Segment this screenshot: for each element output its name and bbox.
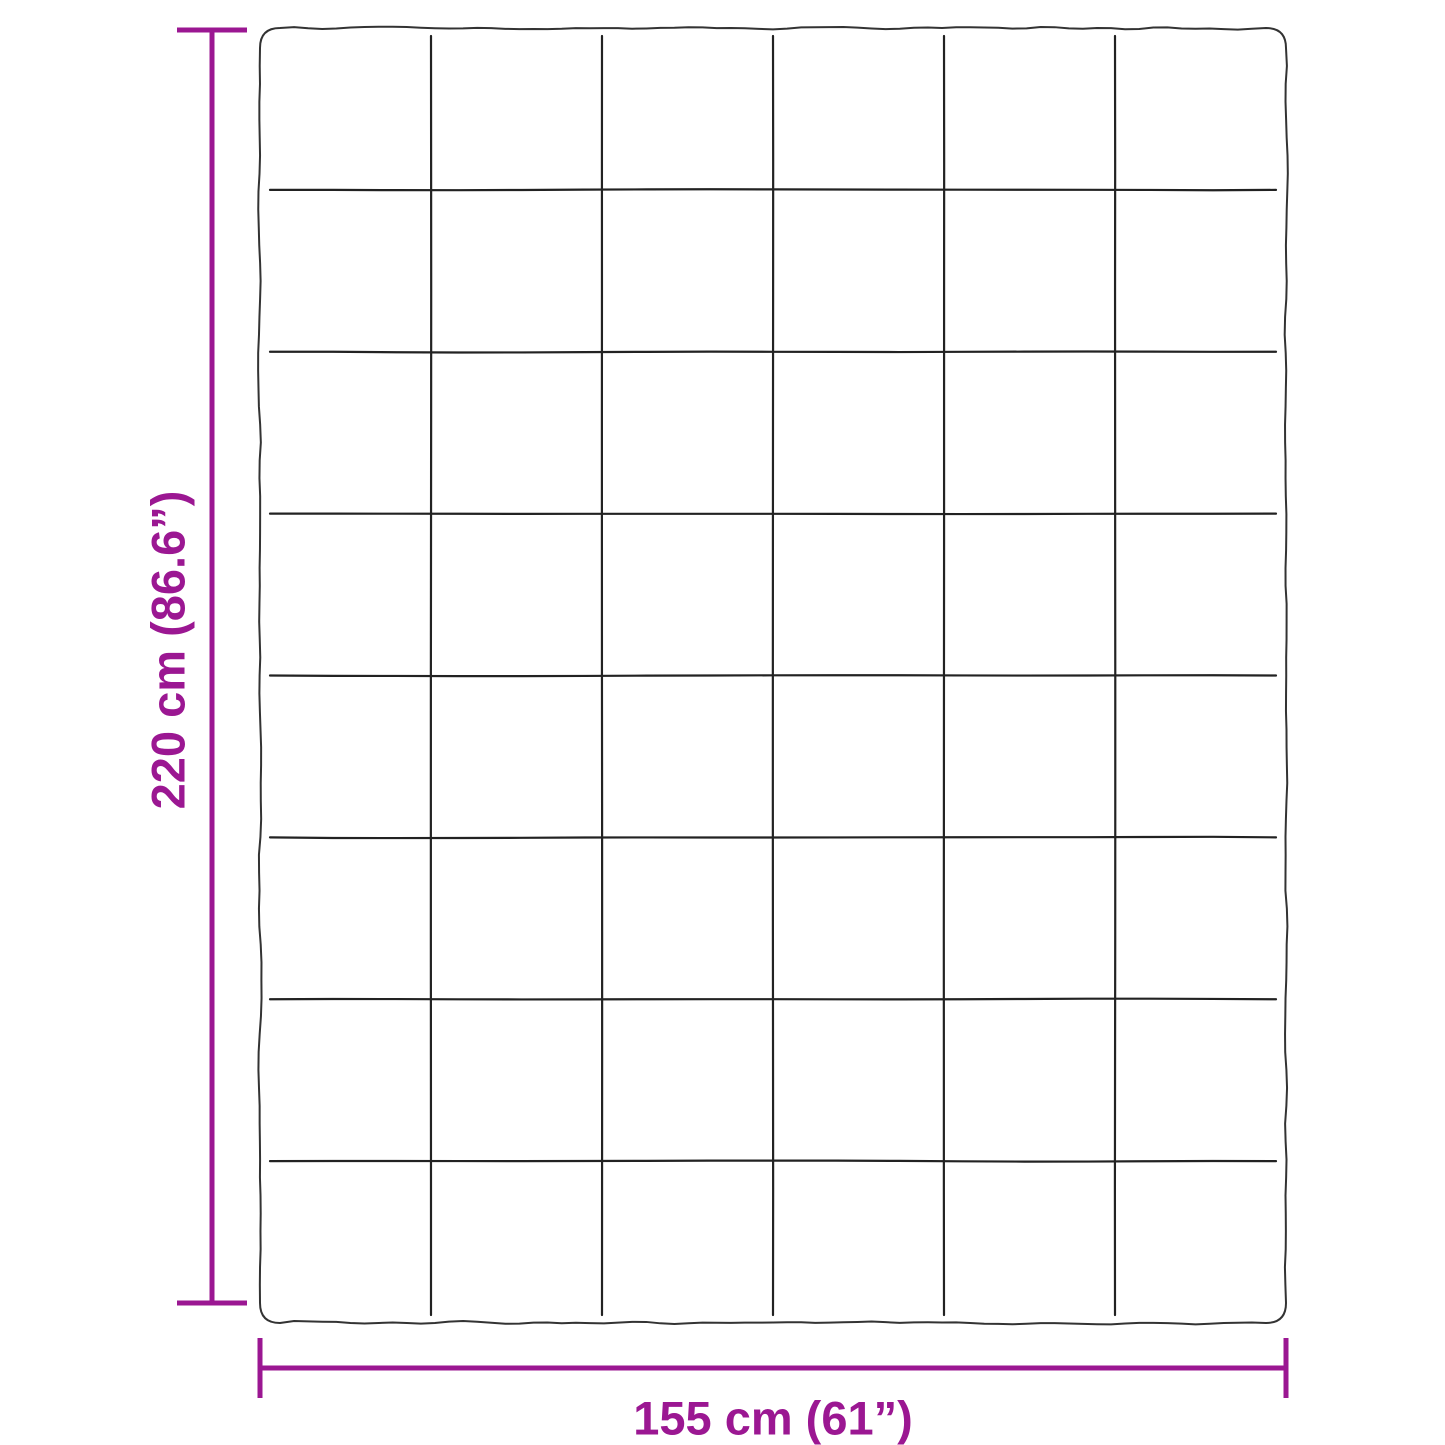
- svg-text:155 cm (61”): 155 cm (61”): [633, 1391, 913, 1444]
- svg-text:220 cm (86.6”): 220 cm (86.6”): [141, 491, 194, 810]
